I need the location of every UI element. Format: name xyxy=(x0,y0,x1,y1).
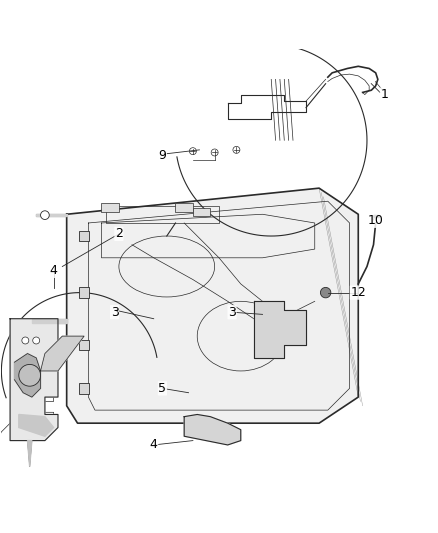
Text: 1: 1 xyxy=(381,88,389,101)
Text: 3: 3 xyxy=(111,306,119,319)
Text: 12: 12 xyxy=(350,286,366,299)
Polygon shape xyxy=(184,415,241,445)
Bar xyxy=(102,204,119,212)
Text: 3: 3 xyxy=(228,306,236,319)
Bar xyxy=(79,340,89,350)
Bar xyxy=(79,383,89,393)
Bar xyxy=(79,231,89,241)
Circle shape xyxy=(41,211,49,220)
Circle shape xyxy=(22,337,29,344)
Text: 4: 4 xyxy=(49,264,57,277)
Polygon shape xyxy=(10,319,58,441)
Polygon shape xyxy=(67,188,358,423)
Text: 10: 10 xyxy=(368,214,384,227)
Text: 5: 5 xyxy=(159,382,166,395)
Polygon shape xyxy=(254,301,306,358)
Circle shape xyxy=(19,365,41,386)
Circle shape xyxy=(321,287,331,298)
Bar xyxy=(176,204,193,212)
Text: 2: 2 xyxy=(115,228,123,240)
Text: 9: 9 xyxy=(159,149,166,162)
Circle shape xyxy=(33,337,40,344)
Polygon shape xyxy=(14,353,41,397)
Polygon shape xyxy=(36,214,67,216)
Polygon shape xyxy=(19,415,53,436)
Bar xyxy=(193,208,210,216)
Polygon shape xyxy=(32,319,67,323)
Polygon shape xyxy=(41,336,84,371)
Text: 4: 4 xyxy=(150,439,158,451)
Bar xyxy=(79,287,89,298)
Polygon shape xyxy=(28,441,32,467)
